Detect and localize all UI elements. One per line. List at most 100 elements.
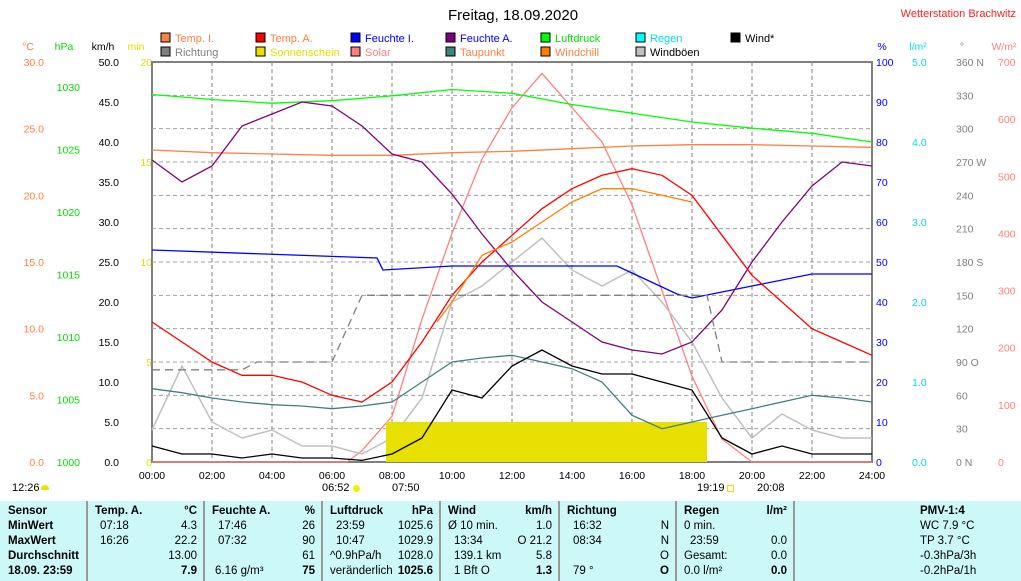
legend-label: Feuchte I. [365,33,414,45]
axis-tick-label: 120 [956,324,974,336]
axis-tick-label: 70 [876,177,888,189]
row-label: MaxWert [8,535,56,547]
axis-tick-label: 100 [876,57,894,69]
legend-label: Luftdruck [555,33,601,45]
cell: Regen [684,505,720,517]
axis-tick-label: 270 W [956,157,986,169]
col-pmv: PMV-1:4 WC 7.9 °C TP 3.7 °C -0.3hPa/3h -… [795,501,1021,581]
sunset-icon [727,485,734,492]
cell: 07:32 [218,535,247,547]
axis-tick-label: 0.0 [104,457,119,469]
cell: hPa [411,505,433,517]
axis-tick-label: 500 [998,171,1016,183]
x-tick-label: 18:00 [679,470,705,482]
legend-label: Feuchte A. [460,33,513,45]
legend-swatch [540,32,551,43]
cell: 0.0 [771,550,787,562]
cell: O [660,550,669,562]
axis-tick-label: 0 [876,457,882,469]
station-name: Wetterstation Brachwitz [901,8,1016,20]
series-windchill [436,188,693,323]
cell: 0.0 l/m² [684,565,723,577]
axis-tick-label: 90 [876,97,888,109]
cell: ^0.9hPa/h [330,550,382,562]
col-pressure: Luftdruck hPa 23:59 1025.6 10:47 1029.9 … [323,501,441,581]
axis-tick-label: 10.0 [99,377,120,389]
dusk-time: 20:08 [757,482,785,494]
axis-tick-label: 50 [876,257,888,269]
axis-tick-label: 1025 [57,145,81,157]
cell: 0 min. [684,520,716,532]
axis-tick-label: 20.0 [99,297,120,309]
cell: 16:26 [100,535,129,547]
legend-swatch [445,32,456,43]
cell: 16:32 [573,520,602,532]
axis-tick-label: 300 [998,286,1016,298]
axis-tick-label: 2.0 [912,297,927,309]
legend-swatch [730,32,741,43]
legend-label: Richtung [175,47,218,59]
cell: 1 Bft O [454,565,490,577]
axis-tick-label: 0.0 [29,457,44,469]
dawn-time: 07:50 [392,482,420,494]
legend-swatch [160,32,171,43]
cell: Wind [448,505,476,517]
axis-tick-label: 4.0 [912,137,927,149]
axis-unit: % [877,41,886,53]
col-direction: Richtung 16:32 N 08:34 N O 79 ° O [560,501,677,581]
axis-tick-label: 180 S [956,257,983,269]
series-richtung [152,294,872,371]
cell: 17:46 [218,520,247,532]
axis-tick-label: 35.0 [99,177,120,189]
axis-tick-label: 80 [876,137,888,149]
cell: TP 3.7 °C [920,535,970,547]
cell: 0.0 [771,565,787,577]
axis-tick-label: 30 [876,337,888,349]
cell: PMV-1:4 [920,505,965,517]
axis-tick-label: 0 N [956,457,972,469]
series-temp-a- [151,168,873,403]
cell: 23:59 [690,535,719,547]
row-label: Durchschnitt [8,550,79,562]
cell: °C [184,505,197,517]
cell: 10:47 [336,535,365,547]
axis-tick-label: 60 [956,390,968,402]
legend-swatch [255,32,266,43]
legend: Temp. I. Temp. A. Feuchte I. Feuchte A. Luft… [160,32,775,59]
cell: WC 7.9 °C [920,520,975,532]
x-tick-label: 10:00 [439,470,465,482]
cell: 79 ° [573,565,594,577]
row-label: 18.09. 23:59 [8,565,73,577]
cell: 7.9 [181,565,197,577]
cell: O 21.2 [517,535,552,547]
axis-tick-label: 40.0 [99,137,120,149]
x-tick-label: 02:00 [199,470,225,482]
sunset-time: 19:19 [697,482,725,494]
axis-tick-label: 15 [140,157,152,169]
axis-unit: hPa [55,41,74,53]
moon-icon [41,485,49,490]
axis-tick-label: 400 [998,228,1016,240]
axis-tick-label: 700 [998,57,1016,69]
axis-unit: W/m² [991,41,1017,53]
legend-swatch [635,32,646,43]
axis-tick-label: 240 [956,190,974,202]
x-tick-label: 08:00 [379,470,405,482]
axis-tick-label: 1005 [57,395,81,407]
row-label: Sensor [8,505,47,517]
cell: 1.3 [536,565,552,577]
cell: Ø 10 min. [448,520,498,532]
axis-tick-label: 1.0 [912,377,927,389]
cell: 4.3 [181,520,197,532]
cell: -0.3hPa/3h [920,550,977,562]
x-tick-label: 00:00 [139,470,165,482]
cell: 22.2 [174,535,197,547]
legend-label: Temp. A. [270,33,313,45]
col-humidity: Feuchte A. % 17:46 26 07:32 90 61 6.16 g… [205,501,323,581]
cell: % [304,505,315,517]
axis-tick-label: 1000 [57,457,81,469]
cell: 1029.9 [397,535,433,547]
axis-unit: min [128,41,145,53]
cell: 26 [302,520,315,532]
cell: O [660,565,669,577]
